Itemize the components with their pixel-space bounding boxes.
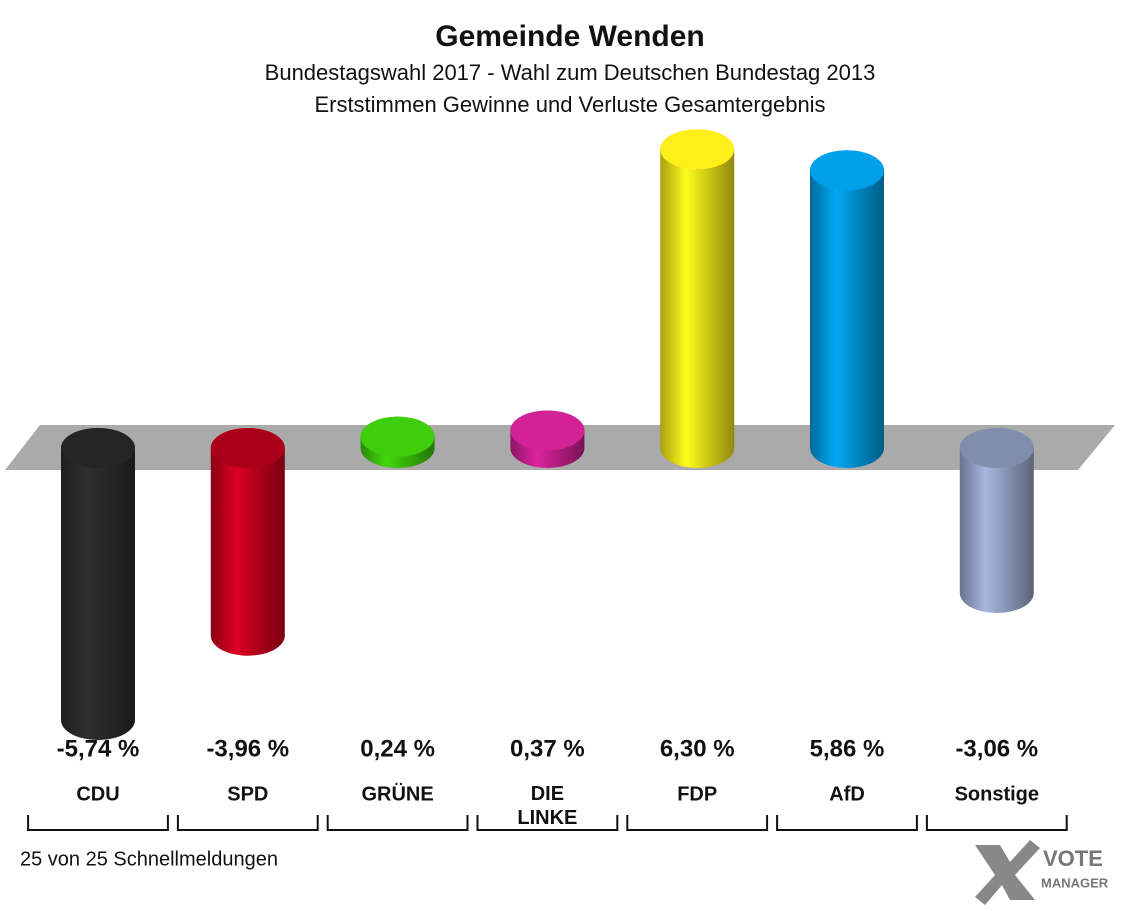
logo-icon [975,840,1040,905]
x-tick-label: DIE LINKE [517,783,577,829]
category-bracket [27,815,169,831]
bar [210,428,285,656]
bar [660,129,735,468]
logo: VOTE MANAGER [975,840,1109,905]
shadow [584,377,655,448]
footer: 25 von 25 Schnellmeldungen [20,848,278,870]
value-label: 6,30 % [660,735,735,762]
bar-cap [510,410,585,451]
bar-cap [959,428,1034,468]
category-bracket [476,815,619,831]
category-bracket [176,815,319,831]
logo-text: MANAGER [1041,875,1109,890]
value-label: 0,37 % [510,735,585,762]
category-bracket [776,815,918,831]
shadow [1033,495,1131,594]
value-label: 5,86 % [810,735,885,762]
shadow [284,463,458,636]
logo-text: VOTE [1043,846,1103,871]
category-bracket [326,815,469,831]
value-label: -3,06 % [955,735,1038,762]
shadow [884,221,1111,448]
value-label: -5,74 % [57,735,140,762]
x-tick-label: SPD [227,783,268,805]
x-tick-label: FDP [677,783,717,805]
chart-subtitle: Erststimmen Gewinne und Verluste Gesamte… [314,92,825,117]
x-tick-label: Sonstige [955,783,1039,805]
bar [959,427,1034,614]
bar-cap [810,150,884,191]
bar-cap [660,129,735,170]
bar-cap [360,416,435,457]
x-tick-label: CDU [76,783,119,805]
category-bracket [626,815,769,831]
chart-title: Gemeinde Wenden [435,20,705,53]
bar-cap [210,428,285,468]
shadow [135,496,359,721]
category-bracket [925,815,1068,831]
chart-subtitle: Bundestagswahl 2017 - Wahl zum Deutschen… [265,60,876,85]
bars [61,129,1131,741]
bar-cap [61,428,135,468]
bar [810,150,884,468]
x-tick-label: GRÜNE [361,782,433,805]
x-tick-label: AfD [829,783,865,805]
bar [61,428,135,741]
value-label: -3,96 % [206,735,289,762]
value-label: 0,24 % [360,735,435,762]
